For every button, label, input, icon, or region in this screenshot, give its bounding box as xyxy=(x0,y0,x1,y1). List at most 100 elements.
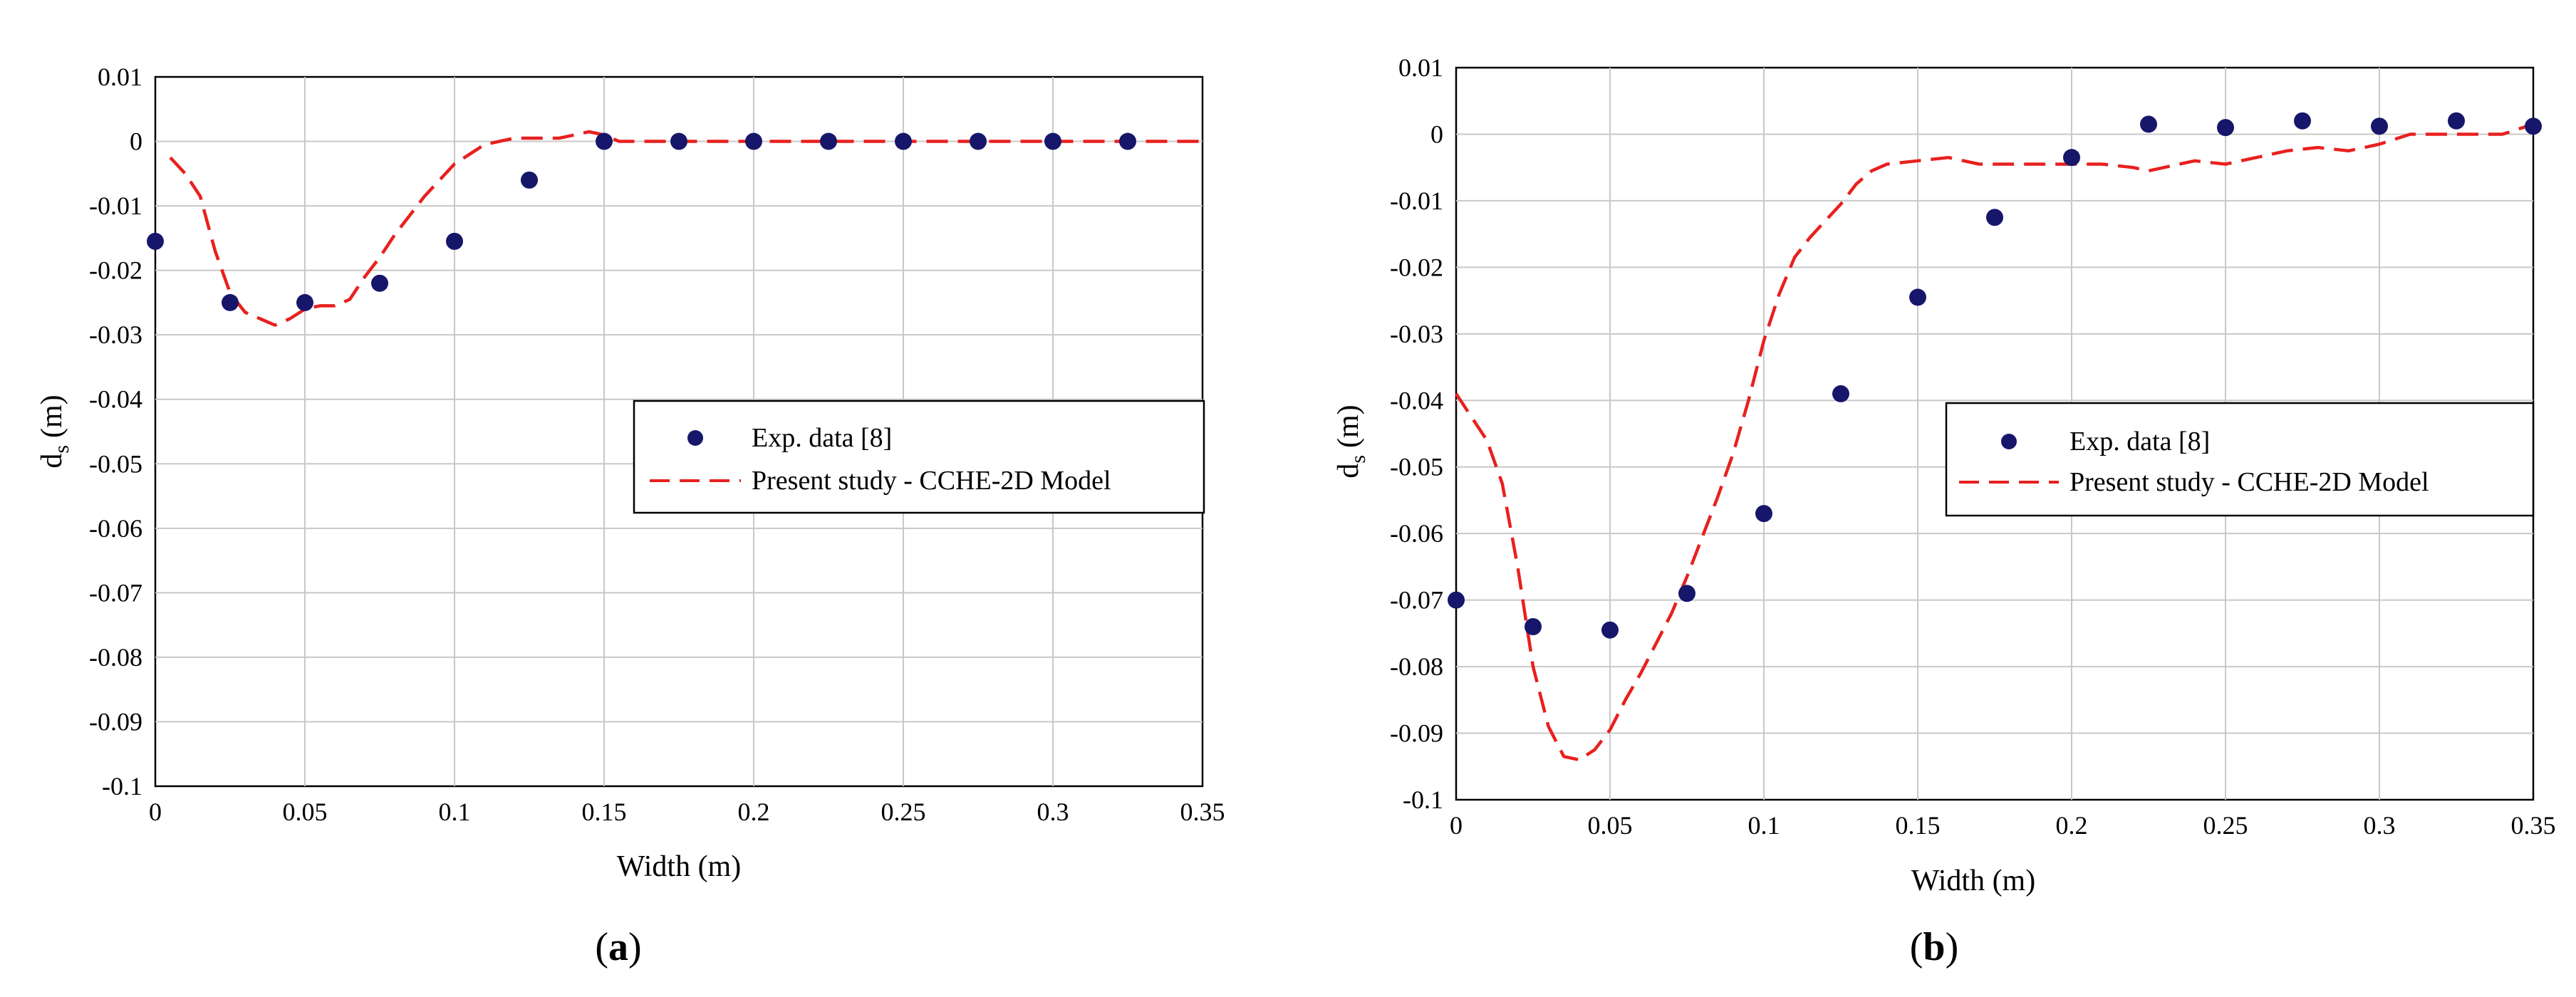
exp-point-b-11 xyxy=(2294,112,2311,130)
y-tick-label-a-9: -0.08 xyxy=(89,643,142,672)
exp-point-a-13 xyxy=(1119,132,1136,150)
y-tick-label-a-6: -0.05 xyxy=(89,449,142,478)
y-tick-label-a-11: -0.1 xyxy=(102,772,142,800)
exp-point-b-8 xyxy=(2063,149,2080,167)
exp-point-b-13 xyxy=(2448,112,2465,130)
exp-point-a-4 xyxy=(446,232,463,250)
x-tick-label-a-5: 0.25 xyxy=(881,798,926,826)
exp-point-b-7 xyxy=(1986,209,2003,226)
legend-marker-exp-b xyxy=(2001,434,2017,449)
exp-point-b-5 xyxy=(1832,385,1849,402)
x-tick-label-b-5: 0.25 xyxy=(2203,811,2248,840)
legend-box-b xyxy=(1945,402,2535,517)
model-line-a xyxy=(169,130,1203,327)
x-tick-label-a-2: 0.1 xyxy=(439,798,471,826)
exp-point-a-1 xyxy=(222,293,239,311)
x-tick-label-a-6: 0.3 xyxy=(1037,798,1069,826)
y-tick-label-b-3: -0.02 xyxy=(1390,253,1443,281)
y-tick-label-b-11: -0.1 xyxy=(1403,785,1443,814)
exp-point-a-12 xyxy=(1044,132,1061,150)
exp-point-b-9 xyxy=(2140,115,2157,133)
exp-point-b-4 xyxy=(1755,505,1772,523)
legend-label-exp-a: Exp. data [8] xyxy=(752,423,892,453)
exp-point-b-12 xyxy=(2371,118,2388,135)
x-tick-label-a-1: 0.05 xyxy=(283,798,328,826)
y-tick-label-b-9: -0.08 xyxy=(1390,652,1443,681)
y-tick-label-b-8: -0.07 xyxy=(1390,586,1443,615)
x-tick-label-b-6: 0.3 xyxy=(2364,811,2396,840)
legend-box-a xyxy=(633,400,1205,514)
model-line-b xyxy=(1455,122,2534,762)
y-axis-label-sub-a: s xyxy=(50,445,73,454)
x-tick-label-b-2: 0.1 xyxy=(1748,811,1780,840)
y-tick-label-b-2: -0.01 xyxy=(1390,187,1443,215)
y-axis-label-main-a: d xyxy=(36,454,68,469)
exp-point-b-0 xyxy=(1448,591,1465,609)
y-tick-label-b-10: -0.09 xyxy=(1390,719,1443,748)
chart-panel-b: 0.01 0 -0.01 -0.02 -0.03 -0.04 -0.05 -0.06 -0.07… xyxy=(1332,53,2556,969)
y-axis-label-sub-b: s xyxy=(1346,455,1370,464)
model-line-group-a xyxy=(169,130,1203,327)
exp-point-b-6 xyxy=(1909,288,1926,306)
legend-marker-exp-a xyxy=(687,430,703,446)
exp-point-b-10 xyxy=(2217,119,2234,137)
y-axis-label-a: ds (m) xyxy=(36,395,73,468)
exp-point-a-11 xyxy=(970,132,987,150)
y-tick-label-b-0: 0.01 xyxy=(1398,53,1443,82)
x-tick-label-a-4: 0.2 xyxy=(738,798,770,826)
x-axis-label-a: Width (m) xyxy=(617,850,741,883)
y-tick-label-a-0: 0.01 xyxy=(98,63,142,91)
legend-label-model-a: Present study - CCHE-2D Model xyxy=(752,466,1111,496)
exp-point-b-14 xyxy=(2525,118,2542,135)
panel-label-letter-b: b xyxy=(1923,925,1945,969)
panel-label-b: (b) xyxy=(1910,925,1958,969)
y-tick-label-b-7: -0.06 xyxy=(1390,519,1443,548)
legend-b: Exp. data [8] Present study - CCHE-2D Mo… xyxy=(1945,402,2535,517)
y-tick-label-a-4: -0.03 xyxy=(89,320,142,349)
y-tick-label-a-5: -0.04 xyxy=(89,385,142,414)
exp-point-a-0 xyxy=(147,232,164,250)
exp-point-a-2 xyxy=(296,293,313,311)
y-axis-label-b: ds (m) xyxy=(1332,404,1370,478)
exp-points-group-b xyxy=(1448,112,2542,639)
y-tick-label-a-1: 0 xyxy=(130,127,142,156)
exp-point-a-3 xyxy=(371,274,388,292)
y-axis-label-main-b: d xyxy=(1332,464,1365,479)
x-tick-label-b-3: 0.15 xyxy=(1896,811,1941,840)
exp-point-a-5 xyxy=(521,171,538,189)
panel-label-a: (a) xyxy=(595,925,641,969)
y-axis-label-unit-b: (m) xyxy=(1332,404,1365,448)
exp-point-b-3 xyxy=(1678,585,1695,602)
y-axis-label-unit-a: (m) xyxy=(36,395,68,438)
model-line-group-b xyxy=(1455,122,2534,762)
y-tick-label-b-5: -0.04 xyxy=(1390,386,1443,414)
exp-point-a-9 xyxy=(820,132,837,150)
x-tick-label-a-0: 0 xyxy=(149,798,162,826)
x-tick-label-b-7: 0.35 xyxy=(2511,811,2556,840)
y-tick-label-b-6: -0.05 xyxy=(1390,453,1443,481)
y-tick-label-a-10: -0.09 xyxy=(89,707,142,736)
x-tick-labels-a: 0 0.05 0.1 0.15 0.2 0.25 0.3 0.35 xyxy=(149,798,1225,826)
legend-a: Exp. data [8] Present study - CCHE-2D Mo… xyxy=(633,400,1205,514)
y-tick-label-a-2: -0.01 xyxy=(89,192,142,220)
exp-point-a-8 xyxy=(745,132,762,150)
y-tick-label-b-1: 0 xyxy=(1430,120,1443,148)
x-tick-label-b-4: 0.2 xyxy=(2056,811,2088,840)
y-tick-label-b-4: -0.03 xyxy=(1390,320,1443,348)
legend-label-exp-b: Exp. data [8] xyxy=(2069,427,2210,456)
x-tick-label-a-7: 0.35 xyxy=(1180,798,1225,826)
y-tick-labels-b: 0.01 0 -0.01 -0.02 -0.03 -0.04 -0.05 -0.06 -0.07… xyxy=(1390,53,1443,814)
chart-panel-a: 0.01 0 -0.01 -0.02 -0.03 -0.04 -0.05 -0.06 -0.07… xyxy=(36,63,1225,969)
exp-point-a-10 xyxy=(895,132,912,150)
x-tick-labels-b: 0 0.05 0.1 0.15 0.2 0.25 0.3 0.35 xyxy=(1450,811,2556,840)
x-tick-label-b-0: 0 xyxy=(1450,811,1463,840)
exp-point-a-6 xyxy=(596,132,613,150)
y-tick-label-a-3: -0.02 xyxy=(89,256,142,285)
x-tick-label-b-1: 0.05 xyxy=(1588,811,1633,840)
panel-label-letter-a: a xyxy=(608,925,628,969)
exp-point-a-7 xyxy=(670,132,687,150)
y-tick-label-a-7: -0.06 xyxy=(89,514,142,543)
y-tick-label-a-8: -0.07 xyxy=(89,578,142,607)
exp-points-group-a xyxy=(147,132,1136,311)
